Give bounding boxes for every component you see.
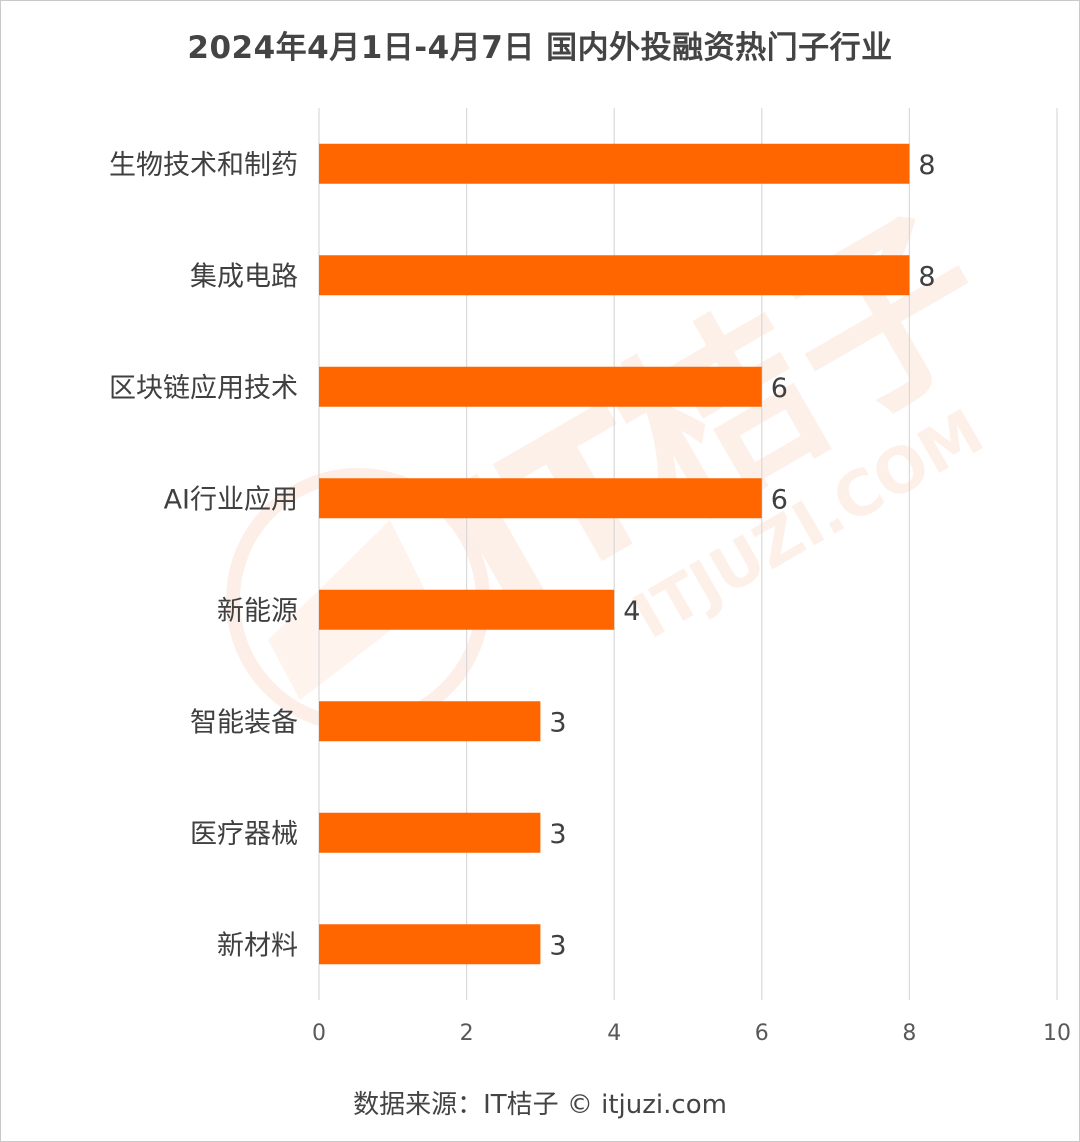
source-note: 数据来源：IT桔子 © itjuzi.com <box>0 1084 1080 1121</box>
x-tick-label: 0 <box>312 1021 326 1046</box>
bar-value-label: 3 <box>549 707 566 738</box>
bar <box>319 701 540 741</box>
bar <box>319 813 540 853</box>
bar-value-label: 6 <box>771 484 788 515</box>
bar-value-label: 3 <box>549 930 566 961</box>
bar-value-label: 6 <box>771 373 788 404</box>
x-tick-label: 6 <box>755 1021 769 1046</box>
bar-value-label: 8 <box>918 261 935 292</box>
category-label: AI行业应用 <box>164 484 298 515</box>
bar <box>319 367 762 407</box>
bar <box>319 255 909 295</box>
category-label: 区块链应用技术 <box>109 373 298 404</box>
x-tick-label: 4 <box>607 1021 621 1046</box>
bar <box>319 144 909 184</box>
bar-value-label: 3 <box>549 819 566 850</box>
x-axis-ticks: 0 2 4 6 8 10 <box>312 1021 1071 1046</box>
category-label: 新材料 <box>217 930 298 961</box>
x-tick-label: 8 <box>902 1021 916 1046</box>
bar <box>319 590 614 630</box>
bar <box>319 478 762 518</box>
category-label: 新能源 <box>217 596 298 627</box>
bar <box>319 924 540 964</box>
x-tick-label: 10 <box>1043 1021 1071 1046</box>
gridlines <box>319 108 1057 1000</box>
x-tick-label: 2 <box>460 1021 474 1046</box>
bar-value-label: 8 <box>918 150 935 181</box>
category-label: 医疗器械 <box>190 819 298 850</box>
category-label: 集成电路 <box>190 261 298 292</box>
bar-value-label: 4 <box>623 596 640 627</box>
category-label: 智能装备 <box>190 707 298 738</box>
category-label: 生物技术和制药 <box>109 150 298 181</box>
